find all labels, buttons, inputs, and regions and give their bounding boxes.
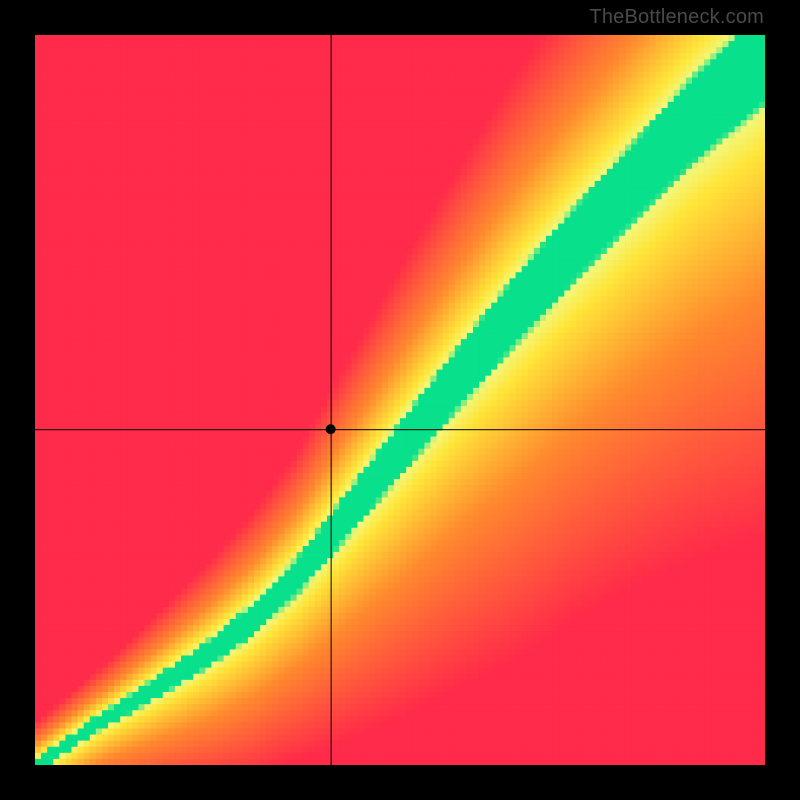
chart-frame: TheBottleneck.com	[0, 0, 800, 800]
heatmap-plot	[35, 35, 765, 765]
heatmap-canvas	[35, 35, 765, 765]
watermark-text: TheBottleneck.com	[589, 6, 764, 29]
